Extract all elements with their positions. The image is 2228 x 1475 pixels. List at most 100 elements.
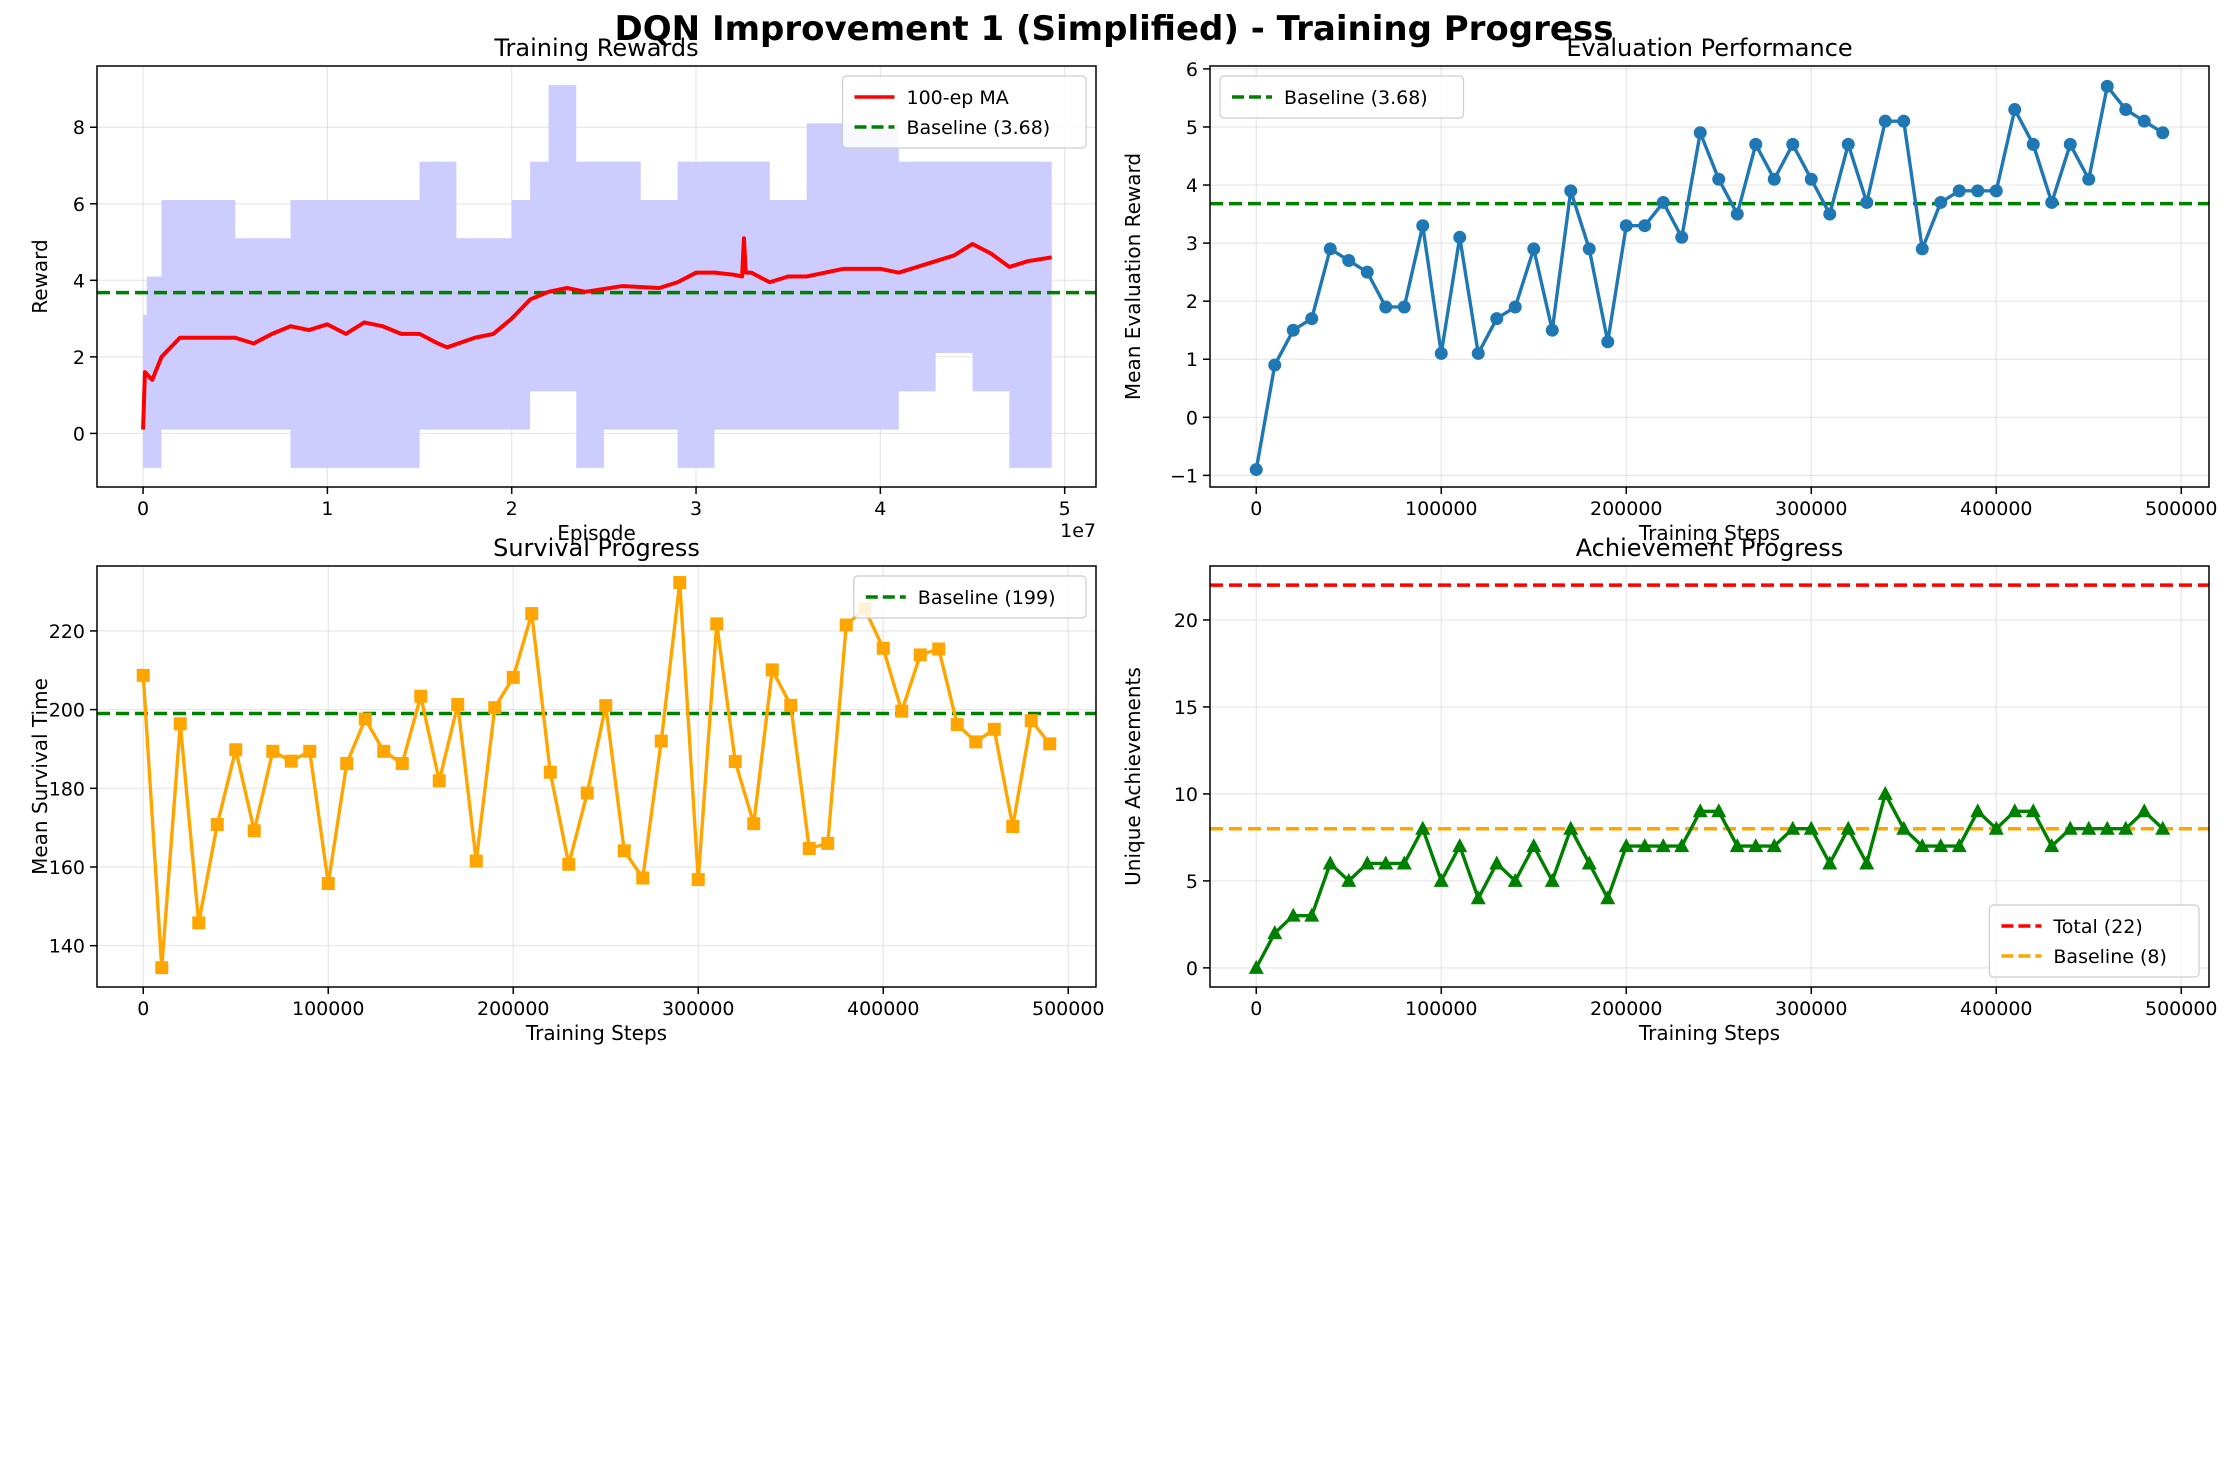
data-point [2136,803,2152,818]
data-point [414,689,428,703]
x-axis-label: Episode [557,521,636,545]
x-tick-label: 0 [1250,498,1262,520]
data-point [747,817,761,831]
data-point [1582,242,1596,256]
data-point [1286,323,1300,337]
legend-box [841,75,1087,149]
data-point [173,717,187,731]
x-offset-label: 1e7 [1060,520,1096,542]
y-tick-label: −1 [1170,465,1198,487]
data-point [469,854,483,868]
data-point [969,735,983,749]
data-point [1453,230,1467,244]
axes-frame [96,565,1097,988]
data-point [2118,820,2134,835]
x-tick-label: 400000 [1960,498,2033,520]
data-point [1415,820,1431,835]
data-point [1360,265,1374,279]
y-tick-label: 200 [49,700,85,722]
data-point [1822,855,1838,870]
data-point [1878,114,1892,128]
chart-title: Evaluation Performance [1566,34,1852,62]
y-axis-label: Reward [28,239,52,313]
plot-area [97,85,1096,468]
data-point [395,757,409,771]
data-point [1896,820,1912,835]
data-point [1268,358,1282,372]
data-point [1860,195,1874,209]
data-point [1359,855,1375,870]
legend-box [1988,904,2200,978]
data-point [1840,820,1856,835]
legend-label: Baseline (3.68) [907,117,1051,139]
data-point [1507,872,1523,887]
y-tick-label: 5 [1186,117,1198,139]
x-tick-label: 0 [1250,998,1262,1020]
data-point [2062,820,2078,835]
chart-achievements: 0 100000 200000 300000 400000 500000 0 5 10 15 20 A… [1121,534,2218,1045]
data-point [1637,838,1653,853]
data-point [1877,785,1893,800]
data-point [654,734,668,748]
chart-survival: 0 100000 200000 300000 400000 500000 140 160 180… [28,534,1105,1045]
legend-label: 100-ep MA [907,87,1009,109]
data-point [1803,820,1819,835]
data-point [1655,838,1671,853]
data-point [1452,838,1468,853]
data-point [2007,803,2023,818]
legend-label: Baseline (199) [918,587,1056,609]
series-line-0 [1254,84,2164,470]
data-point [1971,184,1985,198]
y-tick-label: 140 [49,936,85,958]
data-point [1545,323,1559,337]
data-point [1841,137,1855,151]
axes-frame [1209,65,2210,488]
x-tick-label: 5 [1059,498,1071,520]
data-point [1823,207,1837,221]
x-tick-label: 0 [137,498,149,520]
data-point [562,857,576,871]
y-tick-label: 15 [1174,697,1198,719]
data-point [1304,907,1320,922]
data-point [1526,838,1542,853]
x-tick-label: 100000 [1405,998,1478,1020]
data-point [229,743,243,757]
data-point [2156,126,2170,140]
data-point [2008,103,2022,117]
y-tick-label: 4 [1186,175,1198,197]
data-point [1711,803,1727,818]
data-point [1006,819,1020,833]
plot-area [1210,583,2209,974]
x-tick-label: 200000 [477,998,550,1020]
data-point [1470,890,1486,905]
y-axis-label: Mean Evaluation Reward [1121,153,1145,400]
data-point [1766,838,1782,853]
x-tick-label: 300000 [662,998,735,1020]
legend-label: Baseline (3.68) [1284,87,1428,109]
data-point [1693,126,1707,140]
data-point [1471,346,1485,360]
series-line-0 [141,580,1052,970]
data-point [488,701,502,715]
axes-frame [96,65,1097,488]
data-point [1601,335,1615,349]
legend-label: Baseline (8) [2053,946,2167,968]
data-point [1342,254,1356,268]
data-point [247,824,261,838]
x-tick-label: 400000 [1960,998,2033,1020]
data-point [1712,172,1726,186]
data-point [1785,820,1801,835]
data-point [2025,803,2041,818]
data-point [1951,838,1967,853]
data-point [2119,103,2133,117]
data-point [1749,137,1763,151]
data-point [1988,820,2004,835]
data-point [1915,242,1929,256]
data-point [1416,219,1430,233]
data-point [1730,207,1744,221]
data-point [1341,872,1357,887]
data-point [2137,114,2151,128]
data-point [2026,137,2040,151]
data-point [1305,312,1319,326]
